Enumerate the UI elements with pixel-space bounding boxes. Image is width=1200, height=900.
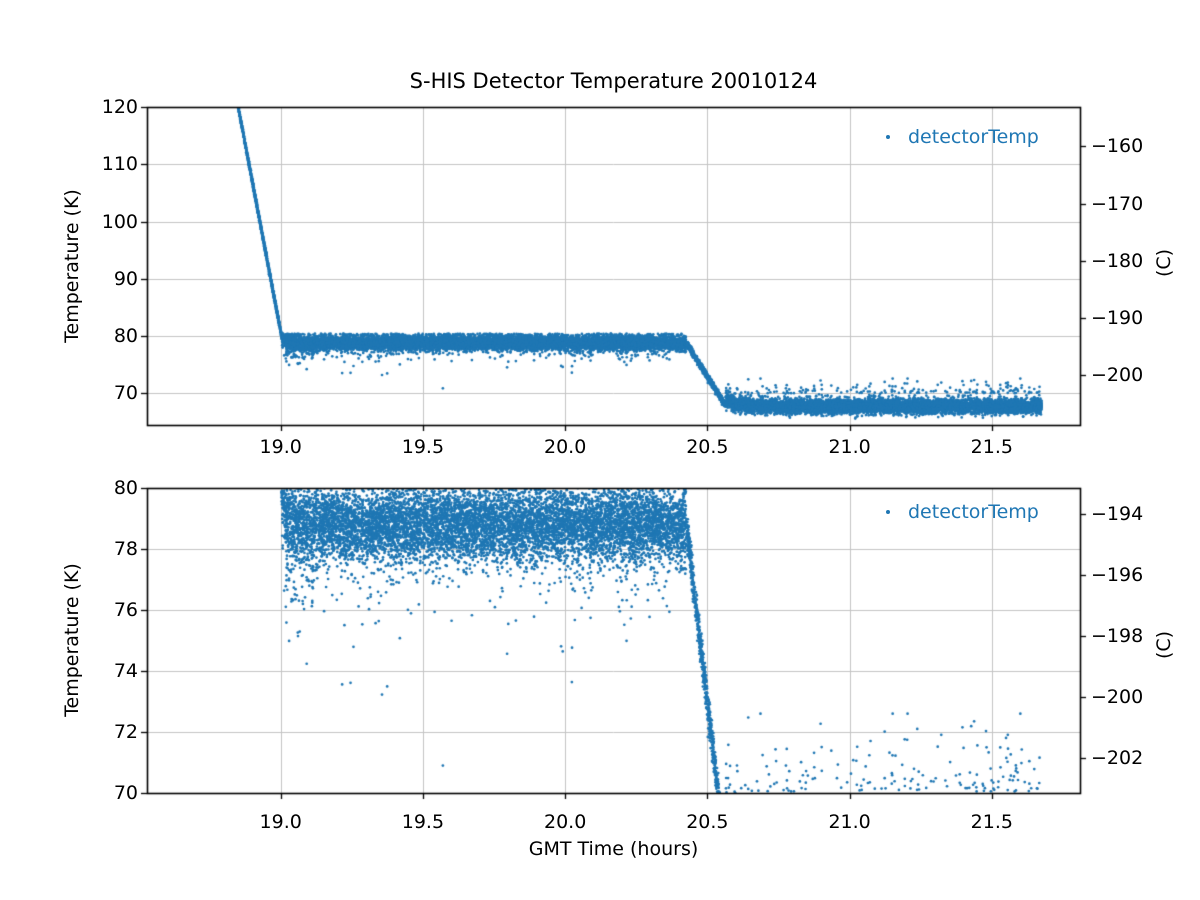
right-tick-label: −160 bbox=[1091, 135, 1144, 158]
legend-marker-icon bbox=[886, 510, 890, 514]
x-tick-label: 21.0 bbox=[828, 436, 871, 458]
x-tick-label: 19.0 bbox=[259, 811, 302, 833]
y-tick-label: 78 bbox=[113, 538, 138, 560]
x-tick-label: 21.5 bbox=[970, 436, 1013, 458]
x-tick-label: 20.5 bbox=[686, 811, 729, 833]
y-axis-label-bottom: Temperature (K) bbox=[61, 563, 83, 717]
y-tick-label: 70 bbox=[113, 782, 138, 804]
y-tick-label: 90 bbox=[113, 267, 138, 290]
x-tick-label: 21.5 bbox=[970, 811, 1013, 833]
y-tick-label: 80 bbox=[113, 325, 138, 348]
legend-bottom: detectorTemp bbox=[886, 501, 1039, 523]
right-tick-label: −190 bbox=[1091, 307, 1144, 330]
legend-marker-icon bbox=[886, 135, 890, 139]
right-tick-label: −200 bbox=[1091, 685, 1144, 708]
legend-label: detectorTemp bbox=[908, 126, 1039, 148]
right-tick-label: −196 bbox=[1091, 563, 1144, 586]
y-tick-label: 76 bbox=[113, 599, 138, 621]
legend-label: detectorTemp bbox=[908, 501, 1039, 523]
right-tick-label: −194 bbox=[1091, 502, 1144, 525]
y-tick-label: 74 bbox=[113, 660, 138, 682]
y-tick-label: 110 bbox=[101, 153, 138, 176]
x-tick-label: 20.5 bbox=[686, 436, 729, 458]
right-axis-label-top: (C) bbox=[1153, 248, 1175, 278]
x-tick-label: 19.0 bbox=[259, 436, 302, 458]
x-tick-label: 20.0 bbox=[543, 811, 587, 833]
x-axis-label: GMT Time (hours) bbox=[528, 838, 699, 860]
y-tick-label: 70 bbox=[113, 382, 138, 405]
right-tick-label: −198 bbox=[1091, 624, 1144, 647]
y-tick-label: 100 bbox=[101, 210, 138, 233]
right-tick-label: −202 bbox=[1091, 746, 1144, 769]
right-tick-label: −170 bbox=[1091, 192, 1144, 215]
right-tick-label: −200 bbox=[1091, 364, 1144, 387]
y-tick-label: 72 bbox=[113, 721, 138, 743]
page-title: S-HIS Detector Temperature 20010124 bbox=[409, 69, 818, 93]
y-axis-label-top: Temperature (K) bbox=[61, 189, 83, 343]
y-tick-label: 120 bbox=[101, 96, 138, 118]
right-tick-label: −180 bbox=[1091, 249, 1144, 272]
x-tick-label: 21.0 bbox=[828, 811, 871, 833]
x-tick-label: 20.0 bbox=[543, 436, 587, 458]
x-tick-label: 19.5 bbox=[401, 436, 445, 458]
x-tick-label: 19.5 bbox=[401, 811, 445, 833]
y-tick-label: 80 bbox=[113, 477, 138, 499]
right-axis-label-bottom: (C) bbox=[1153, 630, 1175, 660]
legend-top: detectorTemp bbox=[886, 126, 1039, 148]
